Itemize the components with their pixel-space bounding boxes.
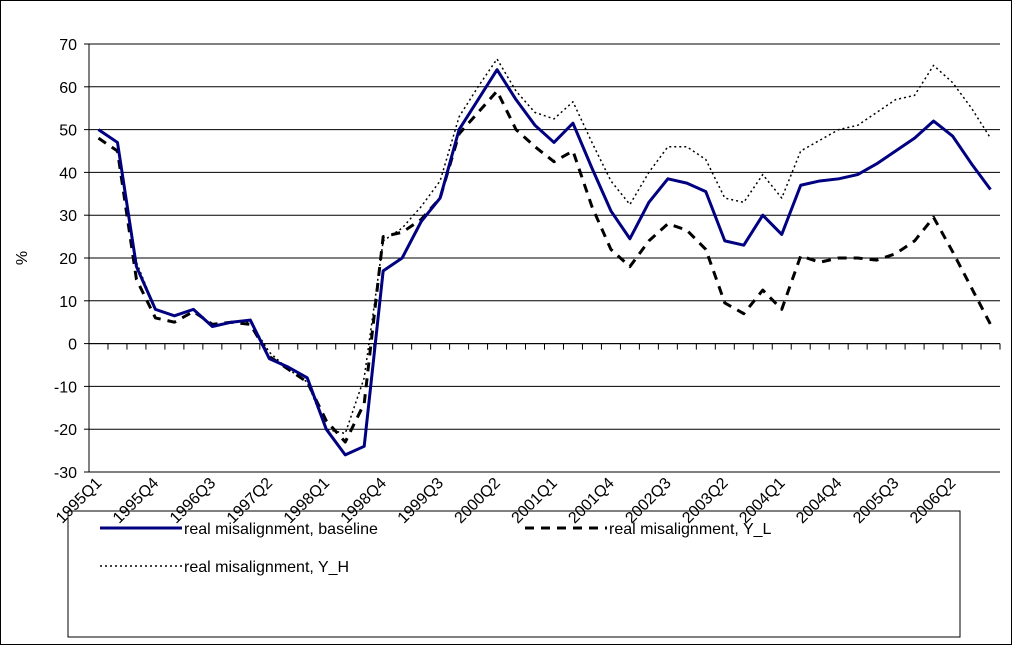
legend [67, 510, 961, 638]
y-tick-label: 70 [59, 37, 77, 54]
y-tick-label: -30 [54, 465, 77, 482]
y-tick-label: 0 [68, 337, 77, 354]
y-tick-label: 60 [59, 80, 77, 97]
series-line [97, 68, 992, 457]
legend-label: real misalignment, baseline [184, 521, 378, 538]
y-tick-label: 40 [59, 165, 77, 182]
y-tick-label: 20 [59, 251, 77, 268]
y-tick-label: 10 [59, 294, 77, 311]
y-tick-label: 30 [59, 208, 77, 225]
legend-label: real misalignment, Y_L [609, 521, 772, 538]
y-tick-label: -20 [54, 422, 77, 439]
y-tick-label: -10 [54, 379, 77, 396]
series-line [97, 89, 992, 444]
series-line [98, 58, 992, 435]
y-tick-label: 50 [59, 123, 77, 140]
y-axis-label: % [14, 251, 31, 265]
legend-label: real misalignment, Y_H [184, 559, 349, 576]
